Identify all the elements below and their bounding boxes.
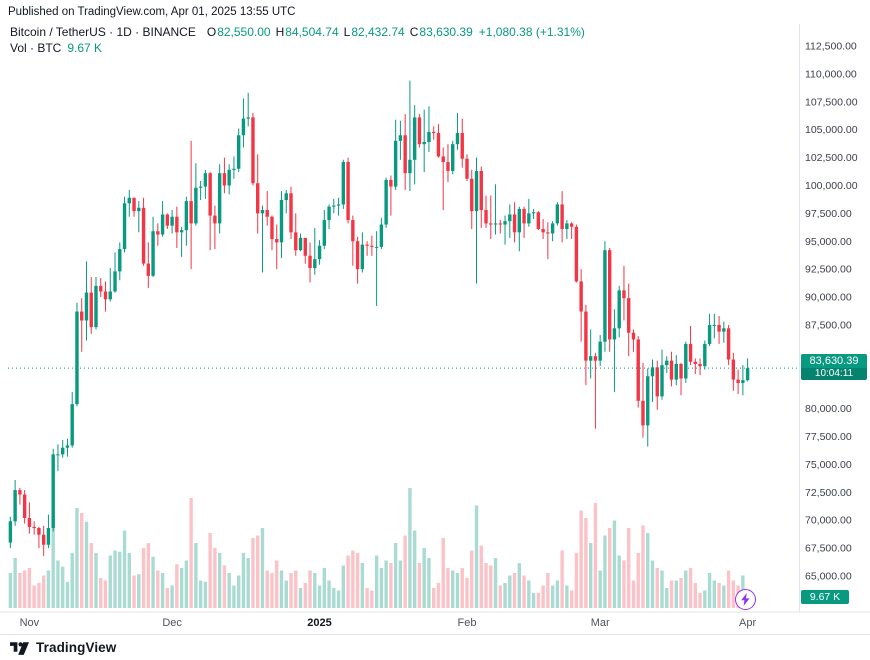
price-axis-label[interactable]: 100,000.00 [805, 180, 858, 192]
price-axis-label[interactable]: 70,000.00 [805, 515, 852, 527]
price-axis-label[interactable]: 95,000.00 [805, 236, 852, 248]
symbol-legend: Bitcoin / TetherUS · 1D · BINANCE O 82,5… [10, 24, 585, 56]
candles-layer [8, 80, 750, 556]
bar-countdown: 10:04:11 [801, 368, 867, 380]
price-axis-label[interactable]: 102,500.00 [805, 152, 858, 164]
volume-layer [8, 488, 750, 608]
lightning-icon [735, 589, 756, 610]
price-axis-label[interactable]: 80,000.00 [805, 403, 852, 415]
price-axis-label[interactable]: 105,000.00 [805, 124, 858, 136]
legend-volume-row: Vol · BTC 9.67 K [10, 40, 585, 56]
time-axis-label[interactable]: Nov [20, 617, 40, 629]
time-axis-label[interactable]: Apr [739, 617, 756, 629]
high-label: H [275, 25, 285, 39]
volume-label[interactable]: Vol · BTC [10, 41, 62, 55]
low-value: 82,432.74 [351, 25, 405, 39]
open-label: O [206, 25, 217, 39]
price-axis-label[interactable]: 67,500.00 [805, 543, 852, 555]
price-axis-label[interactable]: 92,500.00 [805, 264, 852, 276]
price-axis-label[interactable]: 107,500.00 [805, 96, 858, 108]
price-axis-label[interactable]: 75,000.00 [805, 459, 852, 471]
price-axis-label[interactable]: 87,500.00 [805, 319, 852, 331]
price-axis-label[interactable]: 97,500.00 [805, 208, 852, 220]
price-axis-label[interactable]: 112,500.00 [805, 41, 857, 53]
price-axis-label[interactable]: 65,000.00 [805, 571, 852, 583]
price-axis-label[interactable]: 72,500.00 [805, 487, 852, 499]
time-axis-label[interactable]: 2025 [307, 617, 331, 629]
close-value: 83,630.39 [419, 25, 473, 39]
price-chart-canvas[interactable]: 65,000.00 67,500.00 70,000.00 72,500.00 75,0… [0, 0, 870, 634]
symbol-title[interactable]: Bitcoin / TetherUS · 1D · BINANCE [10, 25, 196, 39]
last-price-badge: 83,630.39 10:04:11 [801, 354, 867, 380]
change-value: +1,080.38 (+1.31%) [478, 25, 585, 39]
close-label: C [409, 25, 419, 39]
volume-scale-badge: 9.67 K [801, 590, 849, 604]
high-value: 84,504.74 [285, 25, 339, 39]
tradingview-logo-icon [10, 642, 29, 655]
last-price-value: 83,630.39 [809, 355, 859, 367]
published-header: Published on TradingView.com, Apr 01, 20… [8, 6, 296, 18]
tradingview-brand[interactable]: TradingView [36, 640, 117, 655]
lightning-bolt-glyph [741, 593, 750, 606]
open-value: 82,550.00 [217, 25, 271, 39]
low-label: L [343, 25, 351, 39]
time-axis-label[interactable]: Dec [162, 617, 182, 629]
legend-ohlc-row: Bitcoin / TetherUS · 1D · BINANCE O 82,5… [10, 24, 585, 40]
volume-value: 9.67 K [67, 41, 103, 55]
footer-bar: TradingView [0, 634, 870, 660]
time-axis-label[interactable]: Feb [458, 617, 477, 629]
price-axis-label[interactable]: 110,000.00 [805, 68, 857, 80]
price-axis-label[interactable]: 77,500.00 [805, 431, 852, 443]
price-axis-label[interactable]: 90,000.00 [805, 292, 852, 304]
time-axis-label[interactable]: Mar [591, 617, 610, 629]
